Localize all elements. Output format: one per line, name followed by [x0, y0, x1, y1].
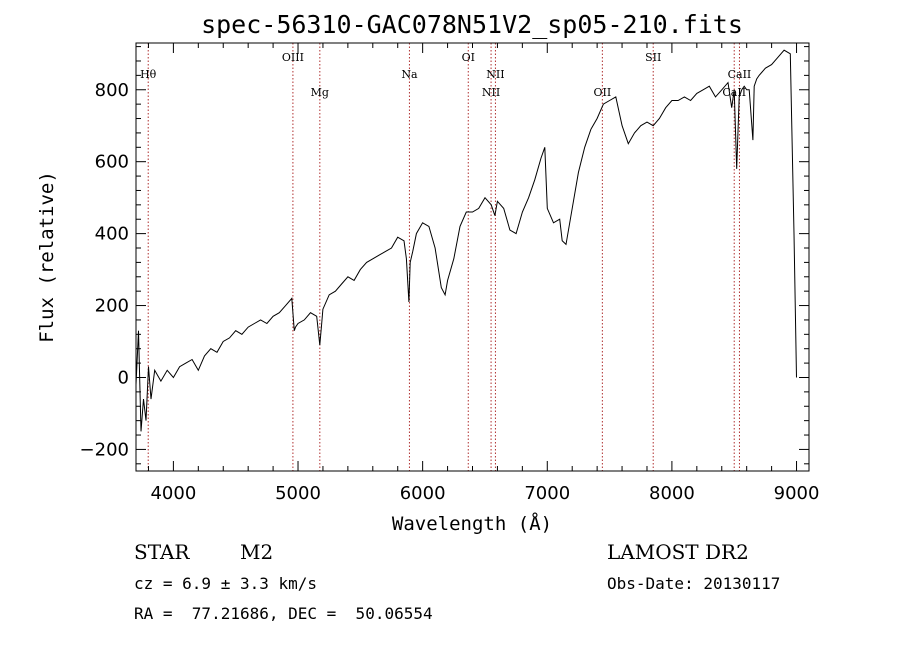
y-tick-label: 0	[118, 367, 129, 388]
x-tick-label: 4000	[150, 483, 196, 504]
spectral-line-label: NII	[486, 68, 504, 81]
y-axis-label: Flux (relative)	[36, 171, 58, 343]
y-tick-label: −200	[80, 439, 129, 460]
y-tick-label: 200	[95, 296, 129, 317]
x-axis: 4000 5000 6000 7000 8000 9000	[147, 43, 820, 504]
x-tick-label: 5000	[275, 483, 321, 504]
coordinates: RA = 77.21686, DEC = 50.06554	[134, 604, 433, 623]
spectral-line-label: Hθ	[140, 68, 157, 81]
x-tick-label: 9000	[774, 483, 820, 504]
y-tick-label: 600	[95, 152, 129, 173]
plot-frame	[135, 42, 810, 472]
observation-date: Obs-Date: 20130117	[607, 574, 781, 593]
x-axis-label: Wavelength (Å)	[392, 512, 552, 535]
spectral-line-label: NII	[482, 86, 500, 99]
spectral-line-label: OIII	[282, 51, 304, 64]
spectral-line-markers	[147, 43, 740, 471]
y-tick-label: 800	[95, 80, 129, 101]
spectral-line-label: Mg	[311, 86, 329, 99]
redshift-cz: cz = 6.9 ± 3.3 km/s	[134, 574, 318, 593]
object-type: STAR	[134, 540, 190, 564]
object-subclass: M2	[240, 540, 274, 564]
spectral-line-label: OII	[594, 86, 612, 99]
y-axis: −200 0 200 400 600 800	[80, 46, 809, 465]
chart-title: spec-56310-GAC078N51V2_sp05-210.fits	[201, 10, 743, 39]
spectral-line-label: Na	[401, 68, 418, 81]
spectrum-series	[135, 49, 797, 432]
spectral-line-label: CaII	[728, 68, 752, 81]
x-tick-label: 8000	[649, 483, 695, 504]
survey-name: LAMOST DR2	[607, 540, 749, 564]
spectrum-line	[135, 49, 797, 432]
x-tick-label: 7000	[524, 483, 570, 504]
spectral-line-label: SII	[645, 51, 661, 64]
y-tick-label: 400	[95, 224, 129, 245]
spectral-line-label: OI	[462, 51, 475, 64]
x-tick-label: 6000	[400, 483, 446, 504]
